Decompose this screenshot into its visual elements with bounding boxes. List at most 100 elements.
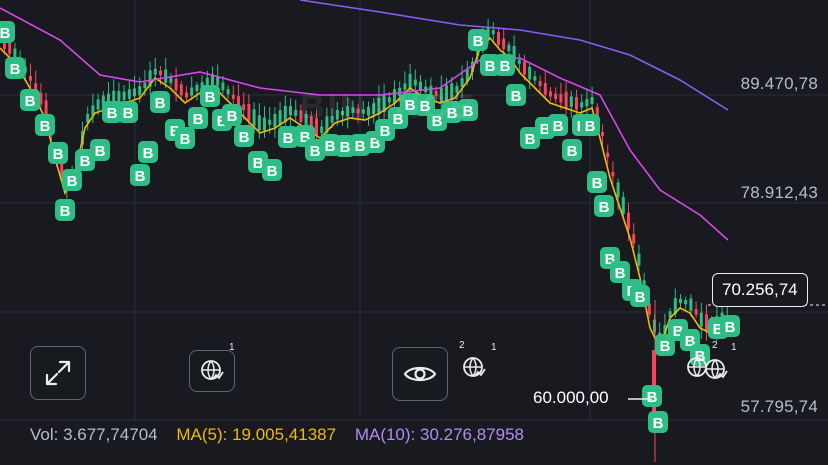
buy-marker-label: B bbox=[325, 138, 336, 155]
buy-marker: B bbox=[0, 21, 15, 43]
buy-marker-label: B bbox=[340, 139, 351, 156]
candle-body bbox=[372, 103, 376, 115]
candle-body bbox=[299, 110, 303, 122]
candle-body bbox=[476, 47, 480, 56]
candle-body bbox=[283, 105, 287, 123]
candle-body bbox=[538, 81, 542, 86]
buy-marker: B bbox=[548, 114, 568, 136]
candle-body bbox=[616, 182, 620, 198]
buy-marker-bg bbox=[48, 142, 68, 164]
candle-body bbox=[429, 85, 433, 98]
candle-body bbox=[112, 90, 116, 108]
buy-marker: B bbox=[188, 107, 208, 129]
candle-body bbox=[117, 91, 121, 105]
buy-marker: B bbox=[90, 139, 110, 161]
buy-marker-label: B bbox=[155, 95, 166, 112]
buy-marker-label: B bbox=[60, 203, 71, 220]
ma-mid-line bbox=[0, 7, 729, 241]
buy-marker: B bbox=[175, 127, 195, 149]
buy-marker-label: B bbox=[592, 175, 603, 192]
candle-body bbox=[512, 45, 516, 62]
candle-body bbox=[585, 99, 589, 107]
candle-body bbox=[559, 93, 563, 103]
moving-average-lines bbox=[0, 0, 729, 351]
candle-body bbox=[34, 83, 38, 94]
buy-marker-label: B bbox=[511, 88, 522, 105]
buy-marker-bg bbox=[0, 21, 15, 43]
candle-body bbox=[185, 92, 188, 98]
buy-marker-label: B bbox=[180, 131, 191, 148]
candle-body bbox=[211, 74, 214, 89]
buy-marker-bg bbox=[200, 85, 220, 107]
buy-marker-bg bbox=[648, 411, 668, 433]
buy-marker-bg bbox=[20, 89, 40, 111]
buy-marker-label: B bbox=[25, 93, 36, 110]
buy-marker: B bbox=[234, 125, 254, 147]
volume-value: Vol: 3.677,74704 bbox=[30, 425, 158, 444]
buy-marker-label: B bbox=[485, 58, 496, 75]
candle-body bbox=[226, 89, 230, 95]
candle-body bbox=[632, 234, 636, 244]
buy-marker-label: B bbox=[525, 131, 536, 148]
buy-marker-bg bbox=[35, 114, 55, 136]
candle-body bbox=[13, 48, 17, 59]
candle-body bbox=[96, 99, 100, 110]
buy-marker-label: B bbox=[653, 415, 664, 432]
candle-body bbox=[179, 84, 183, 96]
candle-body bbox=[393, 89, 396, 104]
buy-marker-label: B bbox=[80, 153, 91, 170]
candle-body bbox=[127, 89, 131, 99]
buy-marker: B bbox=[138, 141, 158, 163]
candle-body bbox=[528, 67, 532, 80]
buy-marker: B bbox=[458, 99, 478, 121]
candle-body bbox=[309, 116, 313, 130]
buy-marker-label: B bbox=[447, 105, 458, 122]
candle-body bbox=[387, 97, 391, 103]
candle-body bbox=[153, 68, 157, 75]
buy-marker-label: B bbox=[267, 163, 278, 180]
buy-marker-label: B bbox=[283, 130, 294, 147]
buy-marker-label: B bbox=[685, 333, 696, 350]
candle-body bbox=[252, 109, 256, 126]
candle-body bbox=[44, 100, 48, 119]
candle-body bbox=[86, 113, 90, 123]
buy-marker-bg bbox=[610, 261, 630, 283]
candle-body bbox=[575, 97, 578, 110]
visibility-toggle-button[interactable] bbox=[392, 347, 448, 401]
globe-chart-button-mid[interactable] bbox=[452, 348, 496, 388]
candle-body bbox=[122, 91, 126, 101]
buy-marker-bg bbox=[90, 139, 110, 161]
fullscreen-button[interactable] bbox=[30, 346, 86, 400]
buy-marker-label: B bbox=[585, 118, 596, 135]
candle-body bbox=[39, 92, 43, 105]
candle-body bbox=[465, 69, 469, 82]
candle-body bbox=[273, 113, 277, 128]
buy-marker-label: B bbox=[310, 143, 321, 160]
candlesticks bbox=[3, 18, 729, 462]
candle-body bbox=[471, 61, 474, 73]
buy-marker: B bbox=[642, 385, 662, 407]
buy-marker-label: B bbox=[725, 319, 736, 336]
candle-body bbox=[455, 85, 459, 94]
candle-body bbox=[491, 30, 495, 35]
low-price-label: 60.000,00 bbox=[533, 388, 609, 407]
buy-marker-label: B bbox=[227, 108, 238, 125]
buy-marker-bg bbox=[468, 29, 488, 51]
candle-body bbox=[351, 107, 355, 113]
candle-body bbox=[159, 70, 162, 75]
buy-marker-bg bbox=[506, 84, 526, 106]
buy-marker-label: B bbox=[67, 173, 78, 190]
buy-marker-bg bbox=[262, 159, 282, 181]
globe-chart-icon bbox=[705, 359, 728, 379]
candle-body bbox=[627, 212, 630, 230]
candle-body bbox=[642, 280, 646, 286]
candle-body bbox=[289, 106, 292, 116]
globe-chart-button-left[interactable] bbox=[189, 350, 235, 392]
candle-body bbox=[486, 26, 490, 41]
buy-marker: B bbox=[35, 114, 55, 136]
candle-body bbox=[403, 83, 407, 90]
candle-body bbox=[460, 78, 464, 87]
candle-body bbox=[143, 82, 147, 89]
globe-chart-button-right-b[interactable] bbox=[694, 350, 738, 390]
